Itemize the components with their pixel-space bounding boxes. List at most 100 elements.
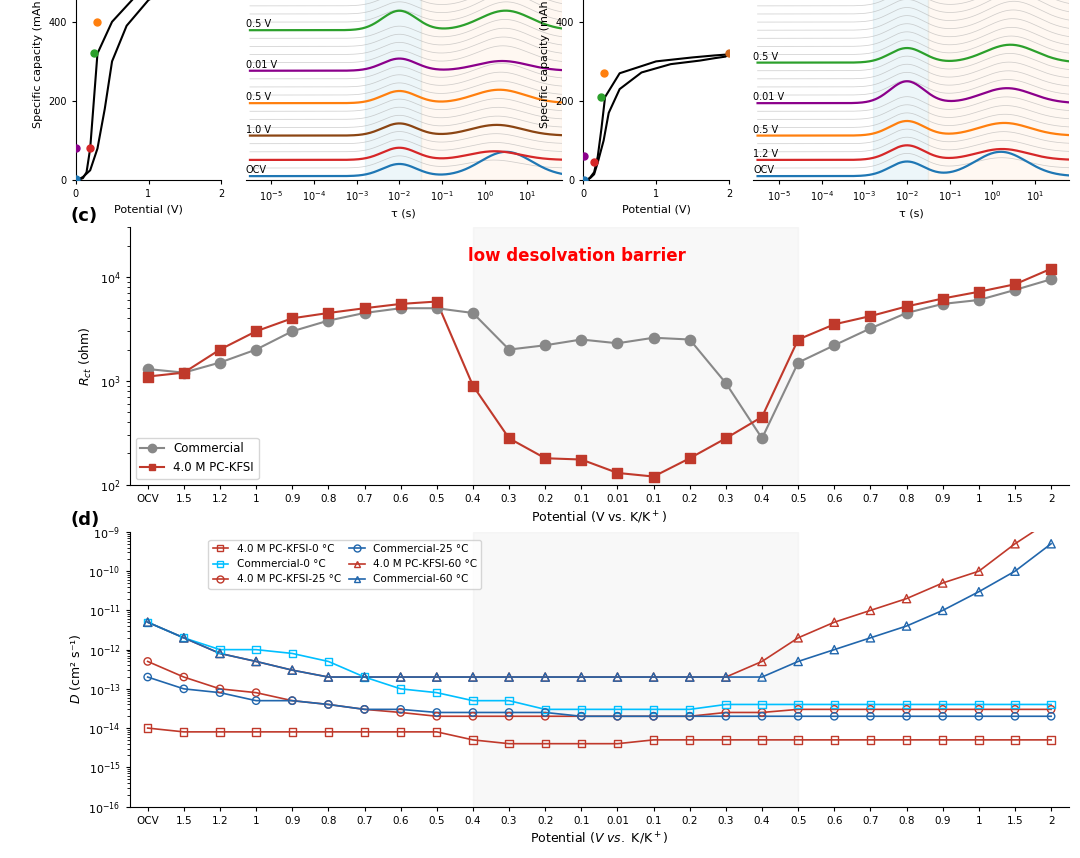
- Point: [320, 306, 337, 320]
- Point: [609, 336, 626, 350]
- Point: [825, 733, 842, 746]
- Point: [428, 705, 445, 719]
- Point: [681, 670, 699, 684]
- Point: [247, 342, 265, 356]
- Point: [609, 703, 626, 716]
- Text: OCV: OCV: [246, 165, 267, 175]
- Point: [392, 705, 409, 719]
- Point: [897, 619, 915, 633]
- Point: [284, 324, 301, 338]
- Point: [175, 366, 192, 379]
- Point: [645, 331, 662, 345]
- Point: [897, 592, 915, 606]
- Point: [212, 686, 229, 699]
- Point: [645, 710, 662, 723]
- Point: [1042, 537, 1059, 551]
- Point: [537, 338, 554, 352]
- Point: [428, 725, 445, 739]
- Point: [284, 725, 301, 739]
- Point: [572, 710, 590, 723]
- Y-axis label: Specific capacity (mAh g⁻¹): Specific capacity (mAh g⁻¹): [32, 0, 42, 128]
- Point: [595, 66, 612, 80]
- Bar: [873, 0, 929, 180]
- Point: [392, 725, 409, 739]
- Point: [247, 324, 265, 338]
- Point: [320, 698, 337, 711]
- Point: [825, 698, 842, 711]
- Point: [645, 670, 662, 684]
- Text: low desolvation barrier: low desolvation barrier: [468, 247, 686, 265]
- Point: [789, 631, 807, 644]
- Y-axis label: $D$ (cm² s⁻¹): $D$ (cm² s⁻¹): [68, 634, 83, 704]
- Point: [212, 647, 229, 661]
- Point: [717, 710, 734, 723]
- Point: [139, 362, 157, 376]
- Point: [720, 46, 738, 60]
- Point: [572, 453, 590, 467]
- Point: [970, 703, 987, 716]
- Point: [576, 149, 593, 163]
- Point: [537, 705, 554, 719]
- Bar: [473, 532, 798, 807]
- X-axis label: Potential (V): Potential (V): [622, 205, 690, 214]
- Point: [897, 698, 915, 711]
- Y-axis label: $R_{ct}$ (ohm): $R_{ct}$ (ohm): [78, 326, 94, 386]
- Point: [717, 670, 734, 684]
- Point: [1007, 698, 1024, 711]
- Point: [572, 333, 590, 347]
- Point: [825, 643, 842, 656]
- Point: [247, 643, 265, 656]
- Point: [862, 631, 879, 644]
- Point: [320, 655, 337, 668]
- Point: [464, 705, 482, 719]
- Y-axis label: Specific capacity (mAh g⁻¹): Specific capacity (mAh g⁻¹): [540, 0, 550, 128]
- Legend: Commercial, 4.0 M PC-KFSI: Commercial, 4.0 M PC-KFSI: [135, 438, 258, 479]
- Point: [85, 46, 103, 60]
- Point: [212, 356, 229, 370]
- Point: [247, 655, 265, 668]
- Point: [934, 703, 951, 716]
- Point: [897, 733, 915, 746]
- Point: [464, 670, 482, 684]
- Point: [717, 705, 734, 719]
- Point: [645, 733, 662, 746]
- Bar: [365, 0, 421, 180]
- Point: [212, 682, 229, 696]
- Bar: [421, 0, 562, 180]
- Point: [500, 432, 517, 445]
- Point: [1007, 283, 1024, 297]
- Point: [862, 603, 879, 617]
- Point: [537, 710, 554, 723]
- X-axis label: τ (s): τ (s): [391, 208, 416, 219]
- Point: [717, 377, 734, 390]
- Point: [428, 301, 445, 315]
- Point: [139, 370, 157, 384]
- Point: [681, 333, 699, 347]
- Point: [897, 306, 915, 320]
- Point: [934, 698, 951, 711]
- Point: [175, 725, 192, 739]
- Point: [789, 733, 807, 746]
- Point: [356, 301, 374, 315]
- Point: [537, 737, 554, 751]
- Point: [175, 682, 192, 696]
- Point: [356, 703, 374, 716]
- Point: [1007, 733, 1024, 746]
- Point: [392, 301, 409, 315]
- Point: [284, 663, 301, 677]
- Point: [320, 314, 337, 328]
- Point: [212, 725, 229, 739]
- Text: OCV: OCV: [754, 165, 774, 175]
- Point: [175, 631, 192, 644]
- Point: [681, 451, 699, 465]
- Point: [212, 647, 229, 661]
- Point: [789, 698, 807, 711]
- Point: [572, 670, 590, 684]
- Point: [392, 703, 409, 716]
- X-axis label: Potential (V): Potential (V): [114, 205, 183, 214]
- Point: [392, 670, 409, 684]
- Point: [537, 451, 554, 465]
- Point: [356, 306, 374, 320]
- Text: 0.5 V: 0.5 V: [246, 92, 271, 102]
- Point: [609, 670, 626, 684]
